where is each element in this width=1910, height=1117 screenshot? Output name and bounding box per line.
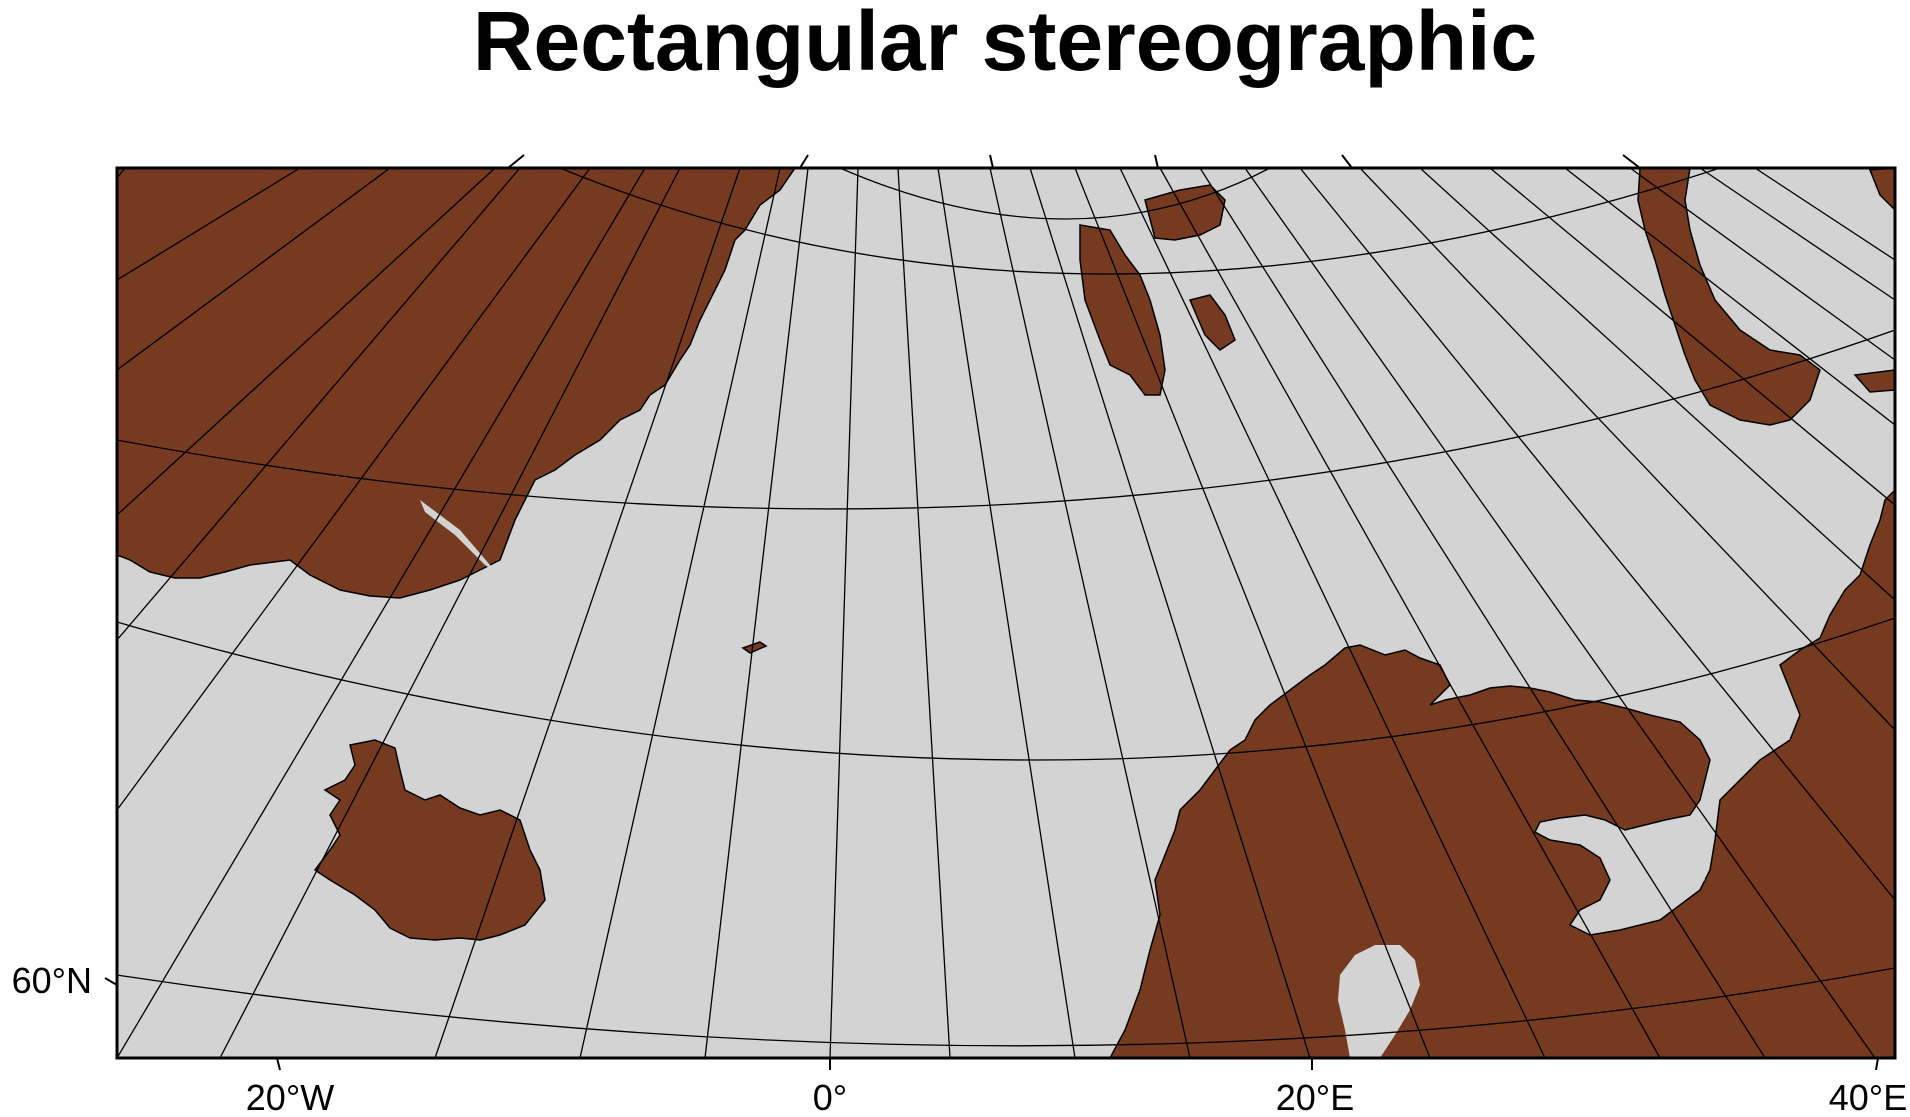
meridian--10	[434, 168, 741, 1058]
meridian-60	[1359, 168, 1895, 731]
meridian-85	[1699, 168, 1895, 301]
x-label-0: 0°	[813, 1077, 847, 1117]
y-label-60n: 60°N	[12, 960, 92, 1001]
meridian--30	[117, 168, 521, 641]
meridian-15	[937, 168, 1076, 1058]
meridian-75	[1564, 168, 1895, 426]
map-area	[117, 168, 1895, 1058]
meridian-90	[1754, 168, 1895, 261]
map-title: Rectangular stereographic	[473, 0, 1537, 88]
meridian-10	[897, 168, 951, 1058]
meridian-0	[704, 168, 809, 1058]
novaya-zemlya	[1637, 168, 1821, 426]
meridian-5	[829, 168, 859, 1058]
x-label-40e: 40°E	[1829, 1077, 1907, 1117]
graticule	[117, 168, 1895, 1058]
kolguev-area	[1853, 369, 1895, 393]
meridian--45	[117, 168, 301, 281]
meridian-30	[1074, 168, 1431, 1058]
svalbard	[1079, 224, 1166, 396]
map-frame	[115, 166, 1897, 1060]
meridian--35	[117, 168, 496, 516]
meridian--25	[117, 168, 591, 811]
parallel-65	[117, 617, 1895, 761]
meridian-50	[1244, 168, 1876, 1058]
meridian-20	[989, 168, 1191, 1058]
scandinavia-russia	[1109, 488, 1895, 1058]
meridian-35	[1119, 168, 1546, 1058]
greenland	[117, 168, 796, 599]
x-label-20w: 20°W	[246, 1077, 334, 1117]
meridian-70	[1489, 168, 1895, 506]
meridian-80	[1629, 168, 1895, 361]
meridian--40	[117, 168, 391, 371]
parallel-60	[117, 967, 1895, 1047]
meridian-65	[1419, 168, 1895, 601]
frame-ticks	[104, 154, 1879, 1071]
meridian-55	[1299, 168, 1895, 901]
parallel-70	[117, 329, 1895, 510]
parallel-80	[839, 168, 1271, 220]
iceland	[313, 739, 546, 941]
svalbard-south	[1188, 294, 1236, 351]
x-label-20e: 20°E	[1276, 1077, 1354, 1117]
meridian--15	[219, 168, 681, 1058]
meridian-40	[1159, 168, 1661, 1058]
gulf-of-bothnia	[1338, 945, 1420, 1058]
meridian-25	[1029, 168, 1311, 1058]
jan-mayen	[741, 641, 768, 654]
meridian--5	[579, 168, 781, 1058]
meridian--20	[117, 168, 646, 1058]
meridian-45	[1199, 168, 1766, 1058]
parallel-75	[559, 168, 1721, 275]
